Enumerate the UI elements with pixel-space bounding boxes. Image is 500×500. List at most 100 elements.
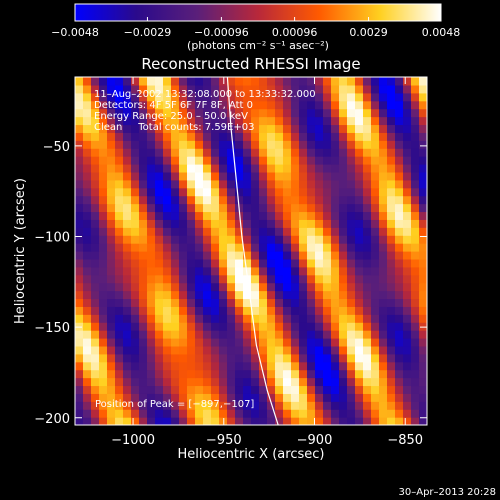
heatmap-cell: [243, 401, 252, 410]
heatmap-cell: [323, 219, 332, 228]
heatmap-cell: [235, 187, 244, 197]
heatmap-cell: [83, 124, 92, 133]
heatmap-cell: [171, 100, 180, 110]
heatmap-cell: [315, 258, 324, 268]
heatmap-cell: [283, 361, 292, 371]
heatmap-cell: [347, 361, 356, 371]
heatmap-cell: [371, 298, 380, 307]
heatmap-cell: [259, 258, 268, 268]
heatmap-cell: [115, 417, 124, 425]
heatmap-cell: [203, 369, 212, 379]
heatmap-cell: [187, 417, 196, 425]
heatmap-cell: [339, 148, 348, 157]
heatmap-cell: [251, 322, 260, 331]
heatmap-cell: [195, 290, 204, 300]
heatmap-cell: [243, 306, 252, 315]
heatmap-cell: [123, 377, 132, 387]
heatmap-cell: [163, 100, 172, 110]
heatmap-cell: [91, 385, 100, 394]
heatmap-cell: [83, 330, 92, 339]
heatmap-cell: [131, 187, 140, 197]
heatmap-cell: [107, 377, 116, 387]
heatmap-cell: [395, 338, 404, 347]
heatmap-cell: [139, 274, 148, 284]
heatmap-cell: [83, 274, 92, 284]
heatmap-cell: [275, 171, 284, 181]
heatmap-cell: [131, 84, 140, 94]
heatmap-cell: [371, 377, 380, 387]
heatmap-cell: [99, 361, 108, 371]
heatmap-cell: [379, 338, 388, 347]
heatmap-cell: [387, 148, 396, 157]
heatmap-cell: [411, 171, 420, 181]
heatmap-cell: [123, 385, 132, 394]
heatmap-cell: [307, 306, 316, 315]
heatmap-cell: [235, 92, 244, 102]
heatmap-cell: [211, 187, 220, 197]
heatmap-cell: [139, 243, 148, 252]
heatmap-cell: [251, 156, 260, 165]
heatmap-cell: [75, 385, 84, 394]
heatmap-cell: [371, 84, 380, 94]
heatmap-cell: [99, 203, 108, 213]
heatmap-cell: [147, 401, 156, 410]
heatmap-cell: [83, 77, 92, 86]
heatmap-cell: [315, 108, 324, 118]
heatmap-cell: [155, 377, 164, 387]
heatmap-cell: [251, 227, 260, 236]
heatmap-cell: [107, 124, 116, 133]
heatmap-cell: [363, 385, 372, 394]
heatmap-cell: [387, 84, 396, 94]
heatmap-cell: [139, 148, 148, 157]
heatmap-cell: [83, 314, 92, 323]
heatmap-cell: [123, 417, 132, 425]
heatmap-cell: [139, 290, 148, 300]
heatmap-cell: [107, 84, 116, 94]
heatmap-cell: [219, 132, 228, 141]
heatmap-cell: [371, 290, 380, 300]
heatmap-cell: [363, 195, 372, 205]
heatmap-cell: [219, 164, 228, 173]
heatmap-cell: [291, 195, 300, 205]
heatmap-cell: [339, 409, 348, 418]
heatmap-cell: [171, 401, 180, 410]
heatmap-cell: [347, 298, 356, 307]
heatmap-cell: [75, 314, 84, 323]
heatmap-cell: [307, 108, 316, 118]
heatmap-cell: [331, 132, 340, 141]
heatmap-cell: [275, 282, 284, 292]
heatmap-cell: [83, 338, 92, 347]
heatmap-cell: [203, 171, 212, 181]
heatmap-cell: [195, 330, 204, 339]
heatmap-cell: [179, 393, 188, 402]
heatmap-cell: [259, 108, 268, 118]
heatmap-cell: [331, 369, 340, 379]
heatmap-cell: [115, 298, 124, 307]
heatmap-cell: [115, 322, 124, 331]
heatmap-cell: [123, 171, 132, 181]
heatmap-cell: [267, 243, 276, 252]
heatmap-cell: [371, 266, 380, 276]
heatmap-cell: [275, 338, 284, 347]
heatmap-cell: [187, 179, 196, 189]
heatmap-cell: [323, 361, 332, 371]
heatmap-cell: [83, 235, 92, 244]
heatmap-cell: [123, 219, 132, 228]
heatmap-cell: [211, 140, 220, 149]
heatmap-cell: [99, 353, 108, 363]
heatmap-cell: [315, 338, 324, 347]
heatmap-cell: [411, 235, 420, 244]
heatmap-cell: [227, 298, 236, 307]
heatmap-cell: [163, 156, 172, 165]
heatmap-cell: [243, 124, 252, 133]
heatmap-cell: [403, 92, 412, 102]
heatmap-cell: [235, 116, 244, 126]
heatmap-cell: [299, 417, 308, 425]
heatmap-cell: [283, 330, 292, 339]
heatmap-cell: [187, 345, 196, 355]
heatmap-cell: [419, 195, 427, 205]
heatmap-cell: [283, 195, 292, 205]
heatmap-cell: [323, 258, 332, 268]
heatmap-cell: [363, 100, 372, 110]
heatmap-cell: [195, 322, 204, 331]
